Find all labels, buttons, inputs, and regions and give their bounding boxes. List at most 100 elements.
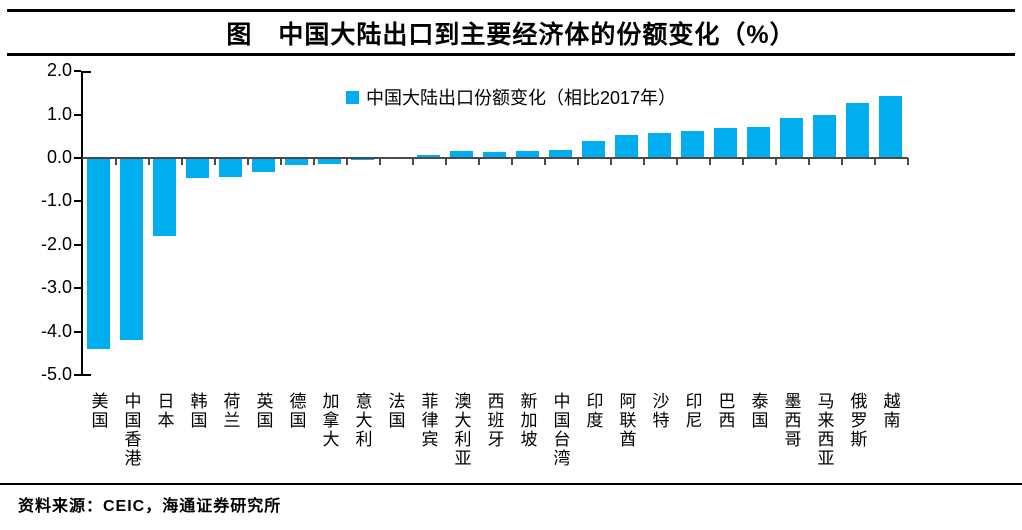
chart-title: 图 中国大陆出口到主要经济体的份额变化（%） xyxy=(226,21,796,49)
zero-axis-line xyxy=(82,157,908,159)
category-tick xyxy=(741,158,744,165)
x-axis-label: 日本 xyxy=(154,392,174,430)
y-axis-label: 0.0 xyxy=(46,147,72,167)
x-axis-label: 中国香港 xyxy=(121,392,141,468)
category-tick xyxy=(807,158,810,165)
x-axis-label: 墨西哥 xyxy=(781,392,801,449)
category-tick xyxy=(477,158,480,165)
bar xyxy=(119,158,143,341)
bar xyxy=(647,132,671,158)
category-tick xyxy=(213,158,216,165)
category-tick xyxy=(510,158,513,165)
x-axis-label: 越南 xyxy=(880,392,900,430)
y-axis-label: 1.0 xyxy=(46,103,72,124)
category-tick xyxy=(873,158,876,165)
y-axis-label: 2.0 xyxy=(46,60,72,81)
bar xyxy=(482,152,506,158)
bar xyxy=(812,114,836,158)
y-axis-label: -5.0 xyxy=(40,364,72,384)
y-axis xyxy=(81,71,83,376)
x-axis-label: 印尼 xyxy=(682,392,702,430)
bar xyxy=(779,118,803,158)
legend-swatch-icon xyxy=(345,90,359,104)
category-tick xyxy=(609,158,612,165)
category-tick xyxy=(345,158,348,165)
bar xyxy=(86,158,110,349)
x-axis-label: 新加坡 xyxy=(517,392,537,449)
legend: 中国大陆出口份额变化（相比2017年） xyxy=(0,84,1022,110)
x-axis-label: 马来西亚 xyxy=(814,392,834,468)
x-axis-label: 荷兰 xyxy=(220,392,240,430)
bar xyxy=(746,126,770,158)
x-axis-label: 中国台湾 xyxy=(550,392,570,468)
category-tick xyxy=(576,158,579,165)
legend-label: 中国大陆出口份额变化（相比2017年） xyxy=(365,88,677,108)
x-axis-label: 俄罗斯 xyxy=(847,392,867,449)
category-tick xyxy=(312,158,315,165)
x-axis-label: 沙特 xyxy=(649,392,669,430)
bar xyxy=(251,158,275,173)
bar xyxy=(416,154,440,158)
category-tick xyxy=(708,158,711,165)
x-axis-label: 德国 xyxy=(286,392,306,430)
bar xyxy=(680,131,704,158)
title-bottom-rule xyxy=(7,53,1015,56)
category-tick xyxy=(180,158,183,165)
footer-rule xyxy=(0,483,1022,485)
category-tick xyxy=(378,158,381,165)
category-tick xyxy=(246,158,249,165)
y-axis-tick xyxy=(74,157,81,159)
bar xyxy=(449,151,473,158)
y-axis-tick xyxy=(74,374,81,376)
x-axis-label: 加拿大 xyxy=(319,392,339,449)
x-axis-label: 巴西 xyxy=(715,392,735,430)
category-tick xyxy=(411,158,414,165)
bar xyxy=(878,95,902,158)
category-tick xyxy=(147,158,150,165)
bar xyxy=(614,134,638,158)
category-tick xyxy=(906,158,909,165)
y-axis-label: -1.0 xyxy=(40,190,72,211)
category-tick xyxy=(840,158,843,165)
x-axis-label: 菲律宾 xyxy=(418,392,438,449)
x-axis-label: 印度 xyxy=(583,392,603,430)
bar xyxy=(713,127,737,158)
y-axis-label: -3.0 xyxy=(40,277,72,298)
category-tick xyxy=(114,158,117,165)
y-axis-tick xyxy=(74,287,81,290)
x-axis-label: 意大利 xyxy=(352,392,372,449)
bar xyxy=(548,149,572,158)
y-axis-bottom-foot xyxy=(82,374,91,376)
bar xyxy=(185,158,209,178)
category-tick xyxy=(444,158,447,165)
y-axis-tick xyxy=(74,243,81,246)
category-tick xyxy=(642,158,645,165)
x-axis-label: 韩国 xyxy=(187,392,207,430)
y-axis-tick xyxy=(74,70,81,73)
bar xyxy=(284,158,308,165)
bar xyxy=(515,151,539,158)
bar xyxy=(581,140,605,158)
x-axis-label: 英国 xyxy=(253,392,273,430)
top-rule xyxy=(7,9,1015,12)
category-tick xyxy=(279,158,282,165)
x-axis-label: 法国 xyxy=(385,392,405,430)
bar xyxy=(845,102,869,158)
bar xyxy=(218,158,242,177)
y-axis-label: -4.0 xyxy=(40,320,72,341)
y-axis-tick xyxy=(74,330,81,333)
bar xyxy=(152,158,176,237)
category-tick xyxy=(675,158,678,165)
x-axis-label: 美国 xyxy=(88,392,108,430)
y-axis-tick xyxy=(74,200,81,203)
y-axis-tick xyxy=(74,113,81,116)
x-axis-label: 西班牙 xyxy=(484,392,504,449)
x-axis-label: 澳大利亚 xyxy=(451,392,471,468)
category-tick xyxy=(543,158,546,165)
y-axis-top-foot xyxy=(82,71,91,73)
y-axis-label: -2.0 xyxy=(40,233,72,254)
x-axis-label: 阿联酋 xyxy=(616,392,636,449)
bar xyxy=(350,158,374,161)
category-tick xyxy=(774,158,777,165)
